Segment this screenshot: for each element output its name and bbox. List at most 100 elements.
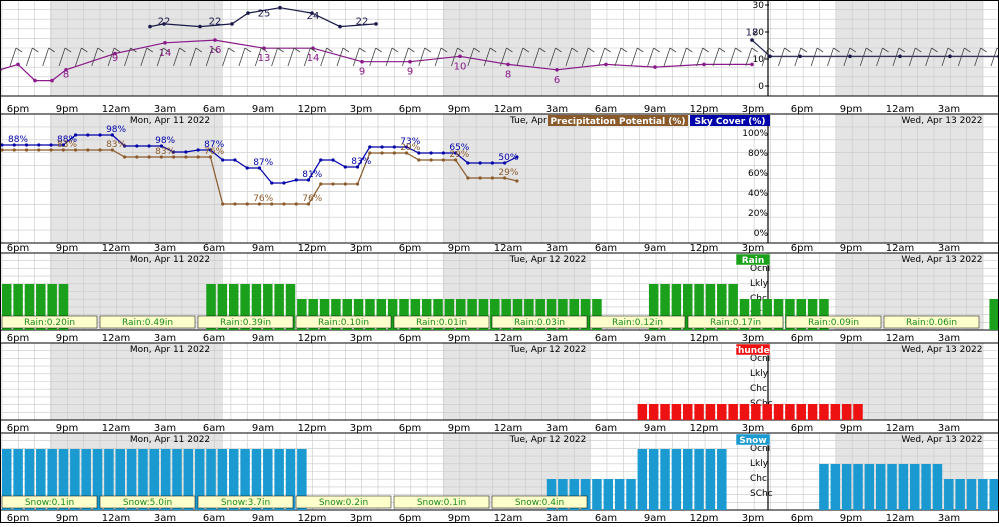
wind-barb xyxy=(630,47,644,67)
bar xyxy=(955,479,965,510)
percent-label: 49% xyxy=(596,0,616,3)
wind-barb xyxy=(565,47,579,67)
wind-barb-staff xyxy=(189,47,197,67)
bar xyxy=(467,299,477,330)
bar xyxy=(580,479,591,510)
x-tick-label: 6am xyxy=(203,513,225,523)
bar xyxy=(671,284,682,330)
percent-label: 98% xyxy=(106,125,126,135)
bar xyxy=(546,479,557,510)
series-point xyxy=(306,178,311,182)
wind-barb-flag xyxy=(440,47,448,53)
x-tick-label: 9pm xyxy=(840,243,862,254)
y-tick-label: 60% xyxy=(748,169,768,179)
wind-barb-staff xyxy=(451,47,458,67)
wind-barb-staff xyxy=(91,47,99,67)
x-tick-label: 12am xyxy=(886,513,915,523)
legend-label: Thunder xyxy=(732,346,775,356)
bar xyxy=(671,404,682,420)
wind-barb xyxy=(810,47,824,67)
series-point xyxy=(61,148,65,152)
wind-barb-staff xyxy=(745,47,753,67)
series-point xyxy=(555,68,559,72)
series-point xyxy=(604,62,608,67)
bar xyxy=(705,284,716,330)
wind-barb-staff xyxy=(434,47,442,67)
wind-barb-flag xyxy=(571,47,579,53)
x-tick-label: 9pm xyxy=(56,513,78,523)
wind-barb-staff xyxy=(876,47,883,67)
percent-label: 88% xyxy=(57,135,77,145)
bar xyxy=(853,404,863,420)
wind-barb xyxy=(974,47,987,67)
bar xyxy=(773,404,784,420)
wind-barb-flag xyxy=(326,47,333,53)
x-tick-label: 9pm xyxy=(448,243,470,254)
wind-barb-flag xyxy=(261,47,268,53)
wind-barb-staff xyxy=(679,47,687,67)
wind-barb-flag xyxy=(555,47,562,53)
wind-barb-staff xyxy=(222,47,229,67)
series-point xyxy=(404,145,409,149)
x-tick-label: 12am xyxy=(102,104,131,115)
bar xyxy=(648,449,659,510)
bar xyxy=(285,449,296,510)
temp-label: 8 xyxy=(505,69,511,80)
bar xyxy=(751,404,761,420)
series-point xyxy=(429,151,433,155)
percent-label: 66% xyxy=(646,0,666,3)
wind-barb-staff xyxy=(467,47,475,67)
wind-barb-staff xyxy=(42,47,50,67)
total-box xyxy=(393,495,490,509)
bar xyxy=(24,449,35,510)
series-point xyxy=(306,202,311,206)
bar xyxy=(104,449,114,510)
bar xyxy=(251,284,262,330)
wind-barb-flag xyxy=(637,47,644,53)
series-point xyxy=(392,151,396,155)
wind-barb-staff xyxy=(598,47,605,67)
series-point xyxy=(282,181,286,185)
legend-swatch xyxy=(735,253,771,266)
wind-barb xyxy=(402,47,415,67)
wind-barb-flag xyxy=(391,47,399,53)
x-tick-label: 6pm xyxy=(399,513,421,523)
percent-label: 29% xyxy=(449,150,469,160)
total-box xyxy=(785,315,882,329)
series-point xyxy=(135,155,139,159)
series-point xyxy=(98,148,102,152)
series-point xyxy=(503,176,507,180)
wind-barb-flag xyxy=(865,47,873,53)
bar xyxy=(421,299,432,330)
series-point xyxy=(135,144,139,148)
wind-barb xyxy=(156,47,170,67)
bar xyxy=(705,404,716,420)
series-point xyxy=(270,181,274,185)
wind-barb xyxy=(663,47,677,67)
series-point xyxy=(458,54,462,59)
wind-barb xyxy=(483,47,497,67)
series-point xyxy=(24,143,29,147)
date-label: Mon, Apr 11 2022 xyxy=(130,345,210,355)
series-point xyxy=(408,59,412,64)
series-point xyxy=(355,165,360,169)
x-tick-label: 6pm xyxy=(7,104,29,115)
percent-label: 76% xyxy=(302,194,322,204)
wind-barb xyxy=(892,47,906,67)
x-tick-label: 3am xyxy=(154,333,176,344)
x-tick-label: 3am xyxy=(154,423,176,434)
x-tick-label: 6pm xyxy=(7,333,29,344)
total-box xyxy=(99,315,196,329)
series-point xyxy=(213,38,217,42)
x-tick-label: 9pm xyxy=(840,333,862,344)
wind-barb xyxy=(745,47,758,67)
bar xyxy=(115,449,125,510)
wind-barb xyxy=(205,47,219,67)
wind-barb-staff xyxy=(58,47,66,67)
wind-barb xyxy=(778,47,791,67)
percent-label: 83% xyxy=(155,147,175,157)
y-tick-label: 40% xyxy=(748,189,768,199)
percent-label: 50% xyxy=(498,153,518,163)
percent-label: 66% xyxy=(793,0,813,3)
x-tick-label: 9pm xyxy=(56,423,78,434)
